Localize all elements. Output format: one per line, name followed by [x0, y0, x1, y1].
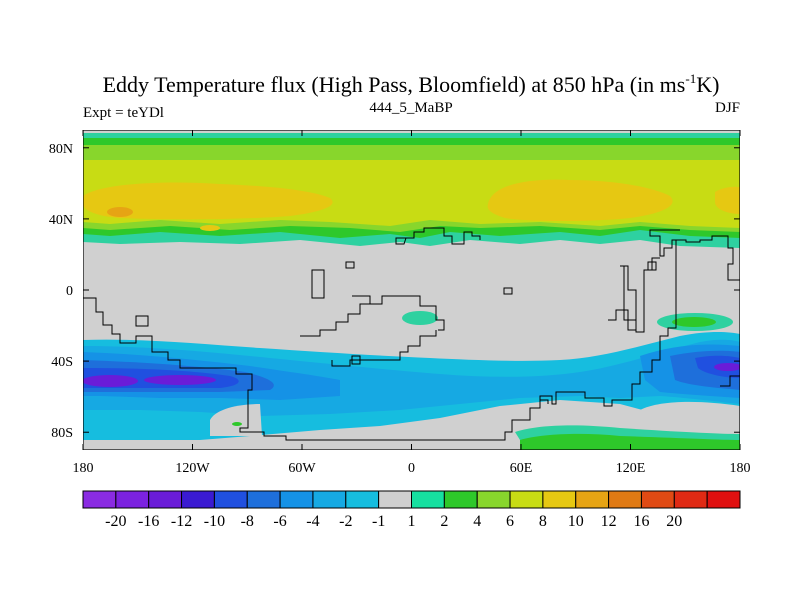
antarctic-grey-west — [210, 404, 262, 436]
colorbar-label: -12 — [171, 513, 192, 530]
colorbar-label: 16 — [633, 513, 649, 530]
colorbar-label: -2 — [339, 513, 352, 530]
nh-max-patch — [107, 207, 133, 217]
antarctic-green-patch — [232, 422, 242, 426]
colorbar-swatch — [82, 490, 117, 509]
subtitle-experiment: Expt = teYDl — [83, 105, 164, 121]
x-tick-label: 60E — [510, 461, 533, 476]
sh-core-west — [83, 375, 138, 387]
subtitle-run-id: 444_5_MaBP — [369, 100, 452, 116]
colorbar-swatch — [181, 490, 215, 509]
colorbar-label: -6 — [273, 513, 286, 530]
colorbar-swatch — [608, 490, 642, 509]
colorbar-swatch — [575, 490, 610, 509]
colorbar-label: 4 — [473, 513, 481, 530]
sh-core-center — [144, 375, 216, 385]
colorbar-swatch — [509, 490, 544, 509]
x-tick-label: 120W — [175, 461, 210, 476]
antarctic-grey-east — [640, 401, 740, 440]
x-tick-label: 180 — [730, 461, 751, 476]
sh-core-east — [714, 363, 740, 371]
colorbar-label: 10 — [568, 513, 584, 530]
colorbar-label: 12 — [601, 513, 617, 530]
axes: 180 120W 60W 0 60E 120E 180 80N 40N 0 40S 80S — [49, 130, 751, 476]
nh-core-atlantic — [487, 179, 673, 221]
x-tick-label: 60W — [288, 461, 316, 476]
colorbar-label: -20 — [105, 513, 126, 530]
y-tick-label: 0 — [66, 284, 73, 299]
nh-small-patch — [200, 225, 220, 231]
x-tick-label: 120E — [616, 461, 646, 476]
colorbar-swatch — [476, 490, 511, 509]
colorbar-label: -1 — [372, 513, 385, 530]
colorbar-label: -16 — [138, 513, 159, 530]
y-tick-label: 80S — [51, 426, 73, 441]
colorbar-swatch — [312, 490, 347, 509]
coastlines — [83, 227, 740, 441]
map-panel — [83, 130, 740, 450]
y-tick-label: 40N — [49, 213, 73, 228]
colorbar-label: -8 — [241, 513, 254, 530]
title-suffix: K) — [696, 72, 719, 97]
colorbar-swatch — [443, 490, 478, 509]
colorbar-swatch — [673, 490, 708, 509]
subtitle-season: DJF — [715, 100, 740, 116]
colorbar-swatch — [246, 490, 281, 509]
colorbar-swatch — [148, 490, 183, 509]
colorbar-label: -4 — [306, 513, 319, 530]
colorbar-label: 1 — [408, 513, 416, 530]
chart-title: Eddy Temperature flux (High Pass, Bloomf… — [103, 71, 720, 97]
nh-core-pacific — [83, 182, 333, 220]
title-superscript: -1 — [685, 71, 696, 86]
colorbar-swatch — [640, 490, 675, 509]
colorbar-swatch — [542, 490, 577, 509]
y-tick-label: 80N — [49, 142, 73, 157]
colorbar-swatch — [213, 490, 248, 509]
colorbar-swatch — [378, 490, 412, 509]
colorbar-label: 6 — [506, 513, 514, 530]
x-tick-label: 180 — [73, 461, 94, 476]
colorbar-label: 2 — [440, 513, 448, 530]
colorbar-swatch — [411, 490, 445, 509]
colorbar-label: 20 — [666, 513, 682, 530]
tropical-patch-australia-core — [672, 317, 716, 327]
antarctic-light-green — [515, 425, 740, 440]
tropical-patch-atlantic — [402, 311, 438, 325]
antarctic-green — [520, 429, 740, 450]
colorbar-swatch — [115, 490, 150, 509]
nh-core-east — [715, 186, 740, 214]
colorbar: -20 -16 -12 -10 -8 -6 -4 -2 -1 1 2 4 6 8 10 12 16 20 — [82, 490, 741, 530]
colorbar-swatch — [279, 490, 314, 509]
colorbar-swatch — [706, 490, 741, 509]
colorbar-label: 8 — [539, 513, 547, 530]
colorbar-label: -10 — [204, 513, 225, 530]
y-tick-label: 40S — [51, 355, 73, 370]
x-tick-label: 0 — [408, 461, 415, 476]
colorbar-swatch — [345, 490, 380, 509]
